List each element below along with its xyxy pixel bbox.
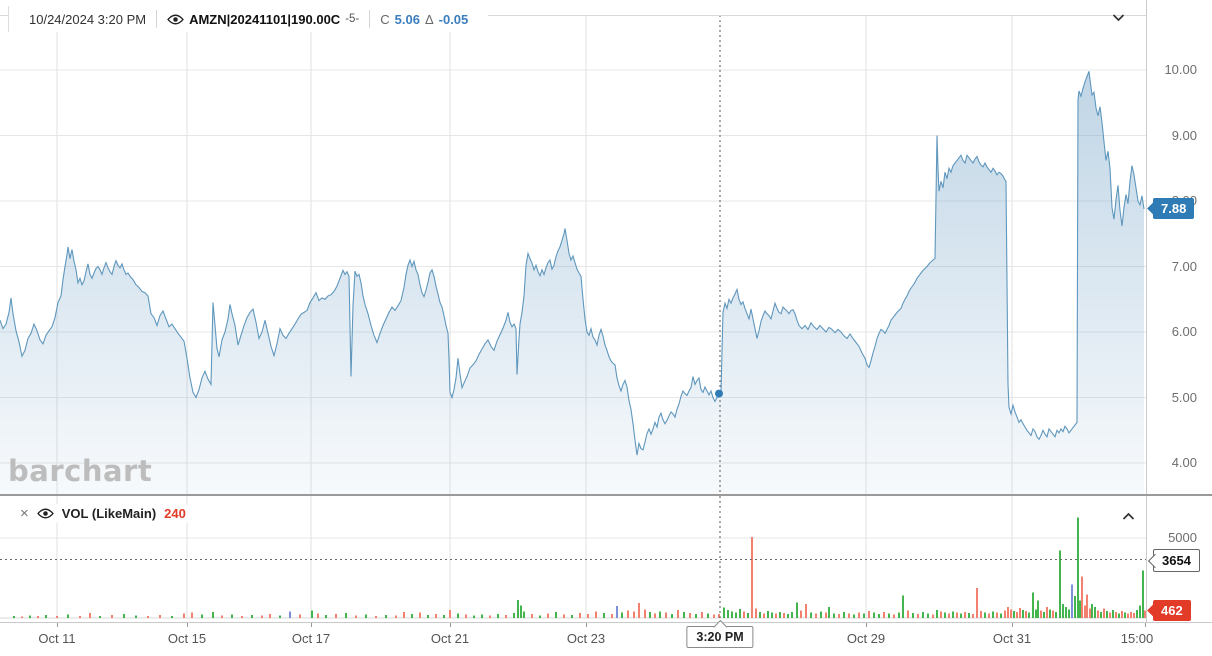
header-datetime-group: 10/24/2024 3:20 PM (19, 10, 156, 28)
close-field-label: C (380, 11, 390, 27)
badge-notch (1147, 553, 1162, 569)
study-value: 240 (164, 506, 186, 521)
price-axis-label: 6.00 (1171, 324, 1197, 339)
chart-header: 10/24/2024 3:20 PM AMZN|20241101|190.00C… (8, 6, 489, 32)
x-axis-label: 15:00 (1120, 631, 1154, 646)
crosshair-datetime: 10/24/2024 3:20 PM (29, 11, 147, 27)
header-symbol-group: AMZN|20241101|190.00C -5- (156, 10, 369, 28)
price-pane: 10/24/2024 3:20 PM AMZN|20241101|190.00C… (0, 0, 1212, 494)
x-axis-tick (311, 623, 312, 627)
x-axis-label: Oct 21 (430, 631, 470, 646)
collapse-pane-chevron-up-icon[interactable] (1122, 512, 1135, 521)
barchart-logo: barchart (8, 454, 153, 488)
x-axis-label: Oct 11 (38, 631, 76, 646)
volume-last-badge: 462 (1146, 600, 1191, 621)
x-axis-label: Oct 17 (291, 631, 331, 646)
interval-label: -5- (345, 13, 360, 25)
close-study-icon[interactable]: × (20, 505, 29, 522)
price-area-fill (0, 71, 1144, 494)
x-axis-tick (187, 623, 188, 627)
x-axis-label: Oct 23 (566, 631, 606, 646)
eye-icon[interactable] (167, 14, 184, 25)
collapse-pane-chevron-down-icon[interactable] (1112, 13, 1125, 22)
price-axis-label: 9.00 (1171, 127, 1197, 143)
volume-pane: × VOL (LikeMain) 240 5000 3654 462 (0, 494, 1212, 624)
price-axis-label: 4.00 (1171, 455, 1197, 470)
price-axis: 7.88 10.009.008.007.006.005.004.00 (1146, 0, 1212, 494)
price-line-series (0, 71, 1145, 456)
volume-axis-label: 5000 (1168, 530, 1197, 545)
x-axis-label: Oct 31 (992, 631, 1032, 646)
close-value: 5.06 (394, 11, 420, 27)
eye-icon[interactable] (36, 508, 54, 519)
x-axis-tick (57, 623, 58, 627)
badge-notch (1146, 604, 1160, 617)
symbol-label: AMZN|20241101|190.00C (189, 11, 341, 27)
delta-value: -0.05 (438, 11, 469, 27)
pane-right-border (1146, 0, 1147, 494)
pane-top-border (0, 15, 1146, 16)
volume-hover-badge: 3654 (1147, 549, 1200, 573)
volume-study-header: × VOL (LikeMain) 240 (14, 504, 192, 523)
x-axis-tick (450, 623, 451, 627)
x-axis-tick (1012, 623, 1013, 627)
crosshair-data-dot (715, 389, 723, 398)
price-chart-plot[interactable] (0, 0, 1146, 494)
volume-chart-plot[interactable] (0, 496, 1146, 622)
volume-axis: 5000 3654 462 (1146, 496, 1212, 622)
pane-right-border (1146, 496, 1147, 622)
x-axis-label: Oct 29 (846, 631, 886, 646)
price-axis-label: 7.00 (1171, 258, 1197, 274)
price-axis-label: 10.00 (1164, 62, 1197, 77)
delta-symbol: Δ (424, 11, 434, 27)
x-axis: 3:20 PM Oct 11 Oct 15 Oct 17 Oct 21 Oct 23 Oc… (0, 619, 1212, 656)
last-price-badge: 7.88 (1146, 198, 1195, 220)
x-axis-label: Oct 15 (167, 631, 207, 646)
x-axis-tick (586, 623, 587, 627)
study-name-label: VOL (LikeMain) (61, 506, 157, 521)
x-axis-tick (866, 623, 867, 627)
volume-bars (13, 517, 1146, 618)
x-axis-tick (1145, 623, 1146, 627)
header-quote-group: C 5.06 Δ -0.05 (369, 10, 478, 28)
price-axis-label: 5.00 (1171, 389, 1197, 405)
crosshair-time-badge: 3:20 PM (686, 619, 754, 648)
